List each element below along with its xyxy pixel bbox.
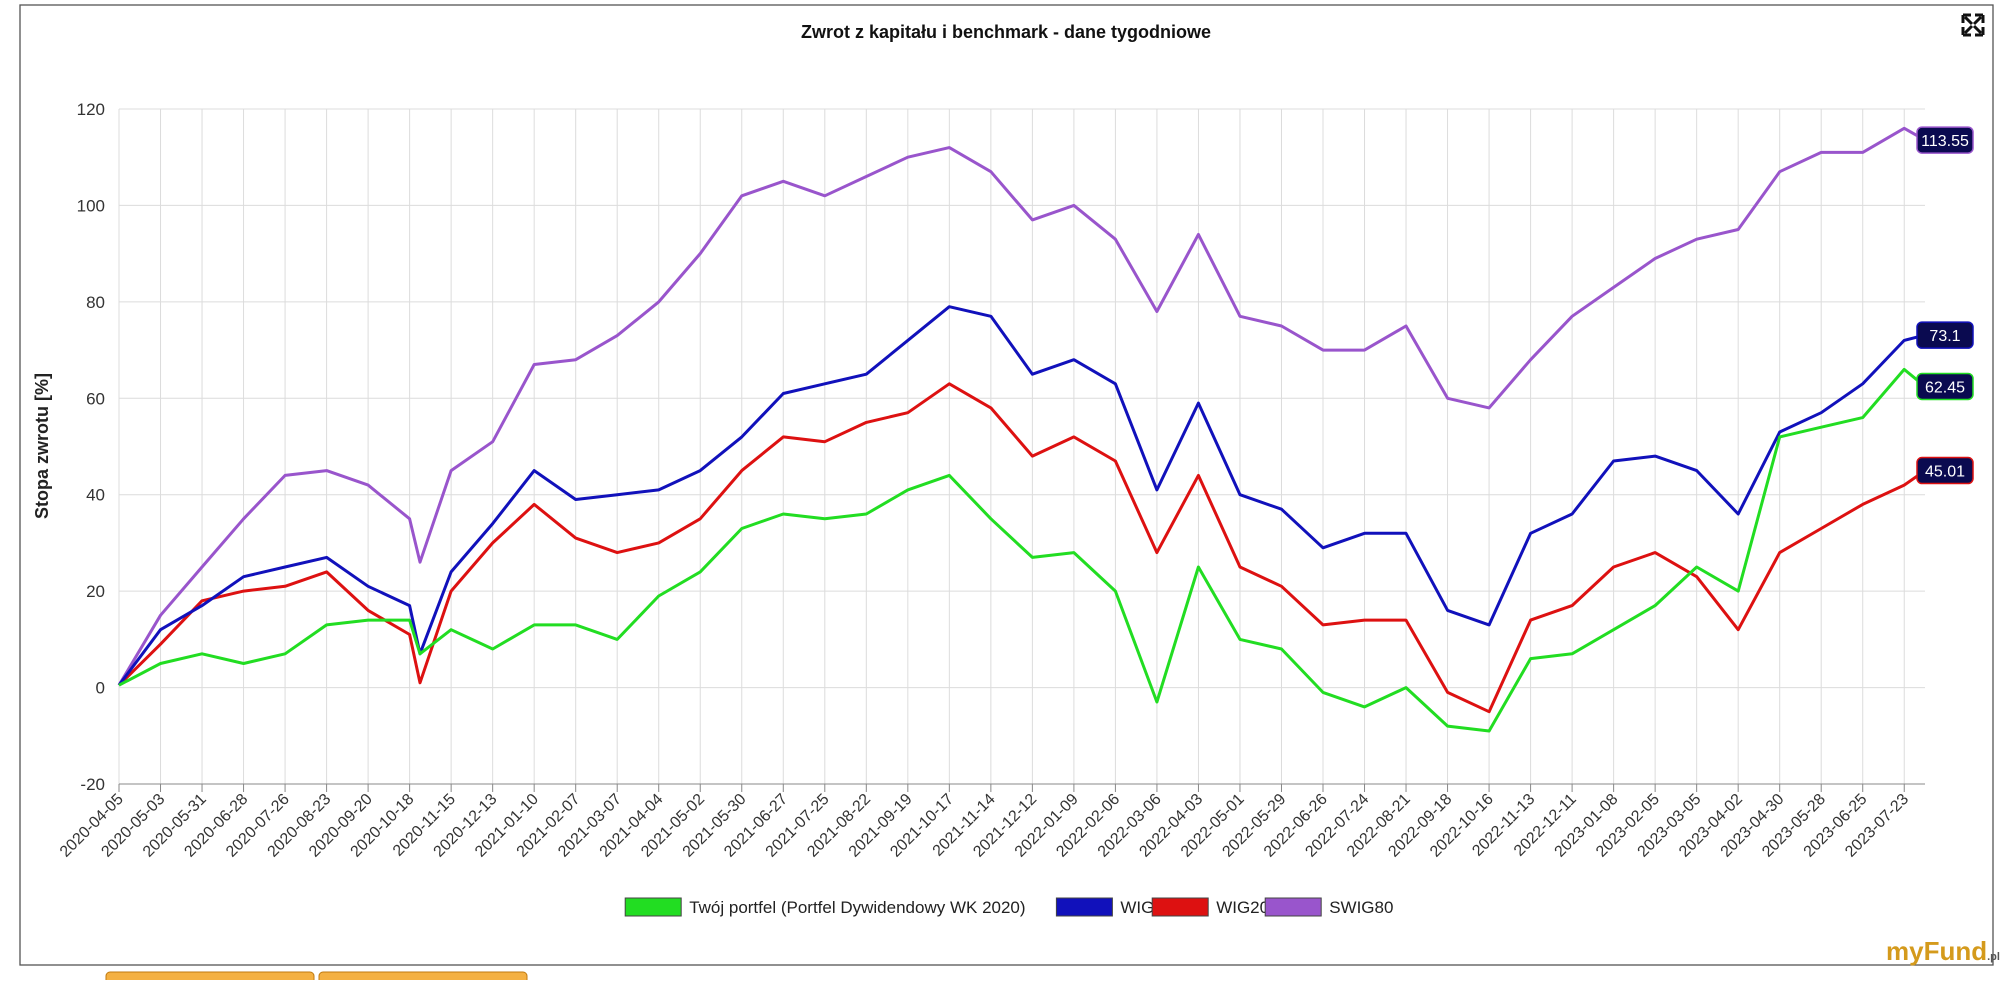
series-line	[117, 305, 1926, 687]
legend-swatch	[1151, 897, 1209, 917]
fullscreen-glyph[interactable]	[1961, 13, 1985, 37]
chart-frame	[19, 4, 1994, 966]
y-tick-label: 100	[77, 196, 105, 215]
logo-main: myFund	[1886, 936, 1987, 966]
series-line	[118, 367, 1926, 733]
legend-label: WIG20	[1216, 898, 1269, 917]
y-tick-label: 20	[86, 582, 105, 601]
legend-swatch	[1264, 897, 1322, 917]
end-value-box	[1916, 372, 1974, 401]
end-value-text: 113.55	[1921, 133, 1969, 150]
y-axis-label: Stopa zwrotu [%]	[32, 373, 52, 519]
legend-swatch	[624, 897, 682, 917]
end-value-label: 45.01	[1916, 456, 1974, 485]
end-value-text: 62.45	[1925, 379, 1965, 396]
legend-label: WIG	[1120, 898, 1154, 917]
legend-label: SWIG80	[1329, 898, 1393, 917]
series-line	[117, 126, 1926, 686]
y-tick-label: 40	[86, 486, 105, 505]
button[interactable]	[105, 971, 315, 985]
fullscreen-icon[interactable]	[1961, 13, 1985, 37]
y-tick-label: 60	[86, 389, 105, 408]
end-value-box	[1916, 321, 1974, 349]
y-tick-label: 80	[86, 293, 105, 312]
end-value-label: 113.55	[1916, 126, 1974, 154]
legend-swatch	[1055, 897, 1113, 917]
series-line	[117, 382, 1926, 714]
y-tick-label: 120	[77, 100, 105, 119]
logo-suffix: .pl	[1987, 951, 2000, 963]
end-value-text: 45.01	[1925, 464, 1965, 481]
end-value-box	[1916, 126, 1974, 154]
end-value-label: 62.45	[1916, 372, 1974, 401]
end-value-label: 73.1	[1916, 321, 1974, 349]
legend-label: Twój portfel (Portfel Dywidendowy WK 202…	[689, 898, 1025, 917]
end-value-box	[1916, 456, 1974, 485]
y-tick-label: 0	[96, 679, 105, 698]
button[interactable]	[318, 971, 528, 985]
y-tick-label: -20	[80, 775, 105, 794]
chart-title: Zwrot z kapitału i benchmark - dane tygo…	[801, 22, 1211, 42]
end-value-text: 73.1	[1929, 328, 1960, 345]
logo: myFund.pl	[1886, 936, 2000, 966]
